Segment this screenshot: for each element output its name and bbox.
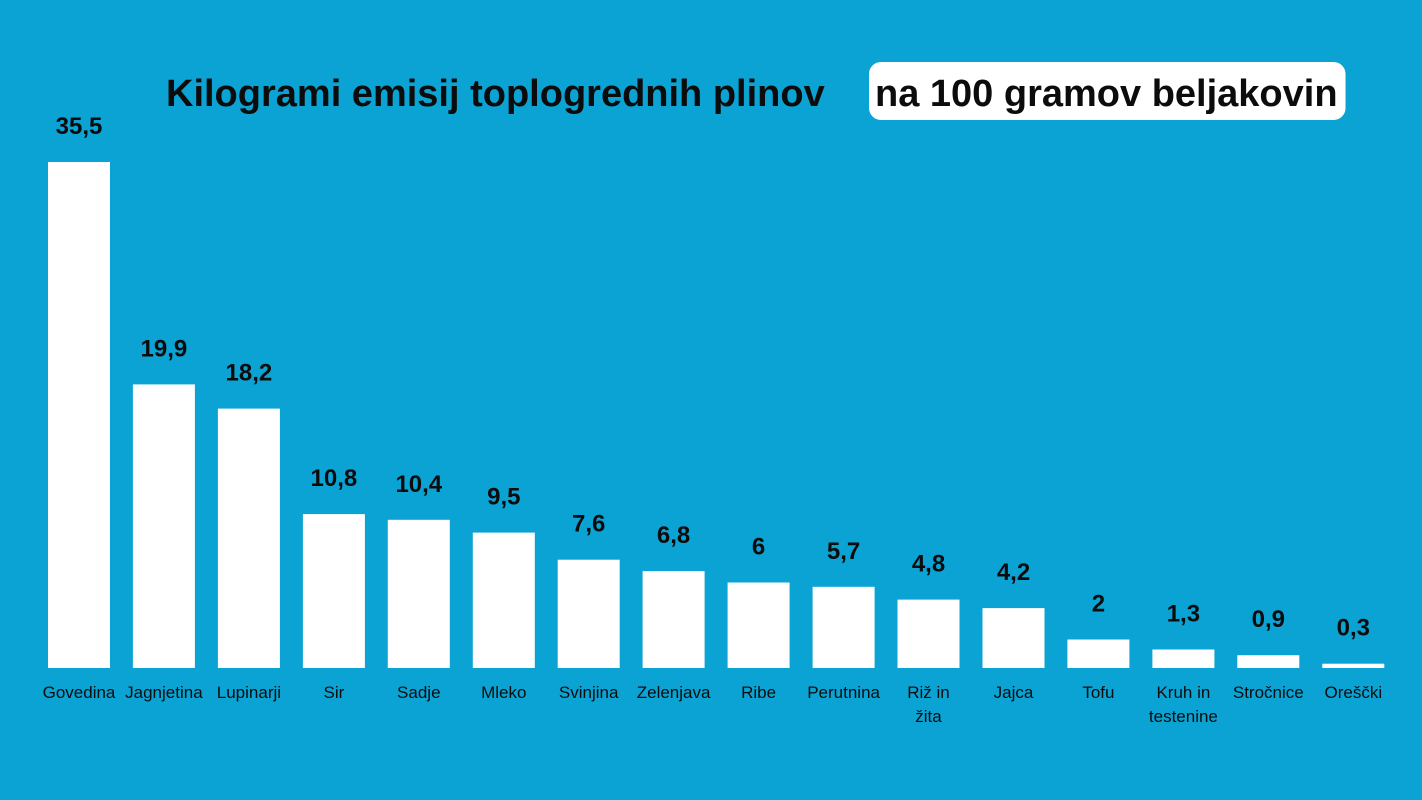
category-label-line: Kruh in xyxy=(1156,683,1210,702)
chart-title: Kilogrami emisij toplogrednih plinov xyxy=(166,73,825,115)
category-label: Perutnina xyxy=(807,683,880,702)
bars-group xyxy=(48,162,1385,668)
bar xyxy=(642,571,705,668)
category-label-line: Zelenjava xyxy=(637,683,711,702)
category-label: Ribe xyxy=(741,683,776,702)
category-label-line: testenine xyxy=(1149,707,1218,726)
chart-title-group: Kilogrami emisij toplogrednih plinov na … xyxy=(166,62,1346,120)
category-label: Sadje xyxy=(397,683,440,702)
category-label-line: Sir xyxy=(324,683,345,702)
bar-value-label: 4,2 xyxy=(997,559,1030,586)
category-label: Zelenjava xyxy=(637,683,711,702)
bar xyxy=(1322,663,1385,668)
bar xyxy=(982,608,1045,668)
bar xyxy=(1067,639,1130,668)
bar xyxy=(48,162,110,668)
category-label: Stročnice xyxy=(1233,683,1304,702)
bar xyxy=(812,586,875,668)
category-label: Svinjina xyxy=(559,683,619,702)
category-label: Jajca xyxy=(994,683,1034,702)
chart-title-highlight-box xyxy=(869,62,1346,120)
bar-value-label: 10,8 xyxy=(311,465,358,492)
category-label-line: žita xyxy=(915,707,942,726)
category-label: Kruh in testenine xyxy=(1149,683,1218,726)
bar xyxy=(557,559,620,668)
bar-value-label: 6,8 xyxy=(657,522,690,549)
category-label: Govedina xyxy=(43,683,116,702)
category-label: Tofu xyxy=(1082,683,1114,702)
category-label-line: Sadje xyxy=(397,683,440,702)
bar xyxy=(472,532,535,668)
bar xyxy=(217,408,280,668)
bar-value-label: 6 xyxy=(752,534,765,561)
bar-value-label: 10,4 xyxy=(395,471,442,498)
bar xyxy=(387,519,450,668)
bar-value-label: 5,7 xyxy=(827,538,860,565)
category-label-line: Govedina xyxy=(43,683,116,702)
category-label: Lupinarji xyxy=(217,683,281,702)
bar-value-label: 1,3 xyxy=(1167,601,1200,628)
category-label-line: Lupinarji xyxy=(217,683,281,702)
bar-value-label: 35,5 xyxy=(56,113,103,140)
chart-title-highlight: na 100 gramov beljakovin xyxy=(875,73,1338,115)
bar-value-label: 7,6 xyxy=(572,511,605,538)
bar-value-label: 19,9 xyxy=(141,335,188,362)
bar-value-label: 0,3 xyxy=(1337,615,1370,642)
value-labels-group: 35,5 19,9 18,2 10,8 10,4 9,5 7,6 6,8 6 5,7 4,8 4,2 2… xyxy=(56,113,1370,642)
category-label-line: Mleko xyxy=(481,683,526,702)
category-label-line: Perutnina xyxy=(807,683,880,702)
category-label: Oreščki xyxy=(1324,683,1382,702)
bar-value-label: 9,5 xyxy=(487,484,520,511)
category-label-line: Stročnice xyxy=(1233,683,1304,702)
category-label: Jagnjetina xyxy=(125,683,203,702)
category-label: Riž in žita xyxy=(907,683,950,726)
bar-value-label: 2 xyxy=(1092,591,1105,618)
category-label-line: Svinjina xyxy=(559,683,619,702)
bar-value-label: 0,9 xyxy=(1252,606,1285,633)
category-label: Mleko xyxy=(481,683,526,702)
bar xyxy=(132,384,195,668)
bar xyxy=(302,514,365,668)
bar xyxy=(897,599,960,668)
category-labels-group: Govedina Jagnjetina Lupinarji Sir Sadje Mleko… xyxy=(43,683,1383,726)
category-label-line: Ribe xyxy=(741,683,776,702)
category-label-line: Riž in xyxy=(907,683,950,702)
bar-value-label: 18,2 xyxy=(226,360,273,387)
bar xyxy=(1237,655,1300,668)
category-label-line: Tofu xyxy=(1082,683,1114,702)
bar-value-label: 4,8 xyxy=(912,551,945,578)
category-label-line: Jagnjetina xyxy=(125,683,203,702)
category-label-line: Jajca xyxy=(994,683,1034,702)
bar xyxy=(727,582,790,668)
category-label-line: Oreščki xyxy=(1324,683,1382,702)
bar xyxy=(1152,649,1215,668)
category-label: Sir xyxy=(324,683,345,702)
